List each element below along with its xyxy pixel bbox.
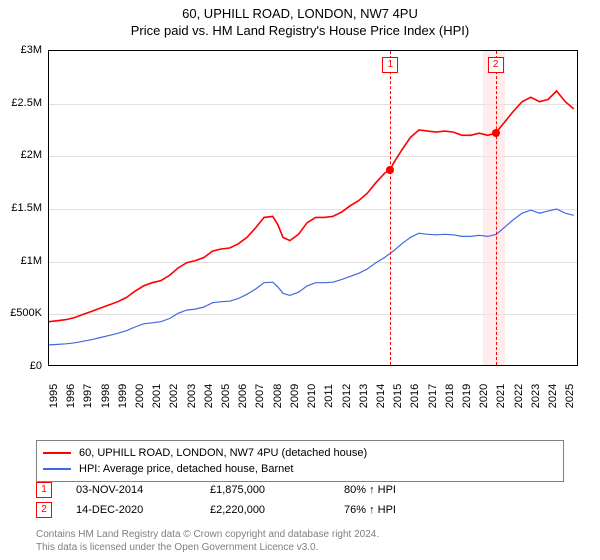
x-tick-label: 2010: [306, 384, 318, 408]
x-tick-label: 2014: [375, 384, 387, 408]
sale-marker-line: [496, 51, 497, 365]
x-tick-label: 1997: [82, 384, 94, 408]
sale-delta: 80% ↑ HPI: [344, 484, 396, 496]
sale-date: 14-DEC-2020: [76, 504, 186, 516]
x-tick-label: 2008: [272, 384, 284, 408]
x-tick-label: 2002: [168, 384, 180, 408]
x-tick-label: 2018: [444, 384, 456, 408]
legend-item: HPI: Average price, detached house, Barn…: [43, 461, 557, 477]
sale-row: 1 03-NOV-2014 £1,875,000 80% ↑ HPI: [36, 480, 564, 500]
chart-subtitle: Price paid vs. HM Land Registry's House …: [0, 21, 600, 38]
sale-marker-dot: [492, 129, 500, 137]
series-svg: [49, 51, 579, 367]
x-tick-label: 2019: [461, 384, 473, 408]
footer-line-1: Contains HM Land Registry data © Crown c…: [36, 528, 379, 541]
x-tick-label: 2025: [564, 384, 576, 408]
x-tick-label: 2023: [530, 384, 542, 408]
x-tick-label: 2012: [341, 384, 353, 408]
legend-swatch: [43, 468, 71, 470]
sales-table: 1 03-NOV-2014 £1,875,000 80% ↑ HPI 2 14-DEC-2…: [36, 480, 564, 520]
sale-marker-line: [390, 51, 391, 365]
footer-line-2: This data is licensed under the Open Gov…: [36, 541, 379, 554]
chart-container: 60, UPHILL ROAD, LONDON, NW7 4PU Price p…: [0, 0, 600, 560]
sale-marker-box: 2: [488, 57, 504, 73]
x-tick-label: 2001: [151, 384, 163, 408]
sale-price: £2,220,000: [210, 504, 320, 516]
sale-marker-box: 1: [382, 57, 398, 73]
x-tick-label: 2000: [134, 384, 146, 408]
x-tick-label: 2015: [392, 384, 404, 408]
y-tick-label: £2.5M: [0, 97, 42, 109]
sale-date: 03-NOV-2014: [76, 484, 186, 496]
x-tick-label: 2022: [513, 384, 525, 408]
y-tick-label: £500K: [0, 307, 42, 319]
plot-area: 12: [48, 50, 578, 366]
x-tick-label: 2009: [289, 384, 301, 408]
x-tick-label: 2005: [220, 384, 232, 408]
chart-area: 12 £0£500K£1M£1.5M£2M£2.5M£3M 1995199619…: [0, 44, 600, 414]
x-tick-label: 2021: [495, 384, 507, 408]
x-tick-label: 2024: [547, 384, 559, 408]
y-tick-label: £2M: [0, 149, 42, 161]
x-tick-label: 2013: [358, 384, 370, 408]
x-tick-label: 1998: [100, 384, 112, 408]
x-tick-label: 1999: [117, 384, 129, 408]
legend: 60, UPHILL ROAD, LONDON, NW7 4PU (detach…: [36, 440, 564, 482]
legend-item: 60, UPHILL ROAD, LONDON, NW7 4PU (detach…: [43, 445, 557, 461]
x-tick-label: 2017: [427, 384, 439, 408]
legend-label: 60, UPHILL ROAD, LONDON, NW7 4PU (detach…: [79, 447, 367, 459]
y-tick-label: £3M: [0, 44, 42, 56]
legend-swatch: [43, 452, 71, 454]
x-tick-label: 2006: [237, 384, 249, 408]
x-tick-label: 2020: [478, 384, 490, 408]
x-tick-label: 2003: [186, 384, 198, 408]
y-tick-label: £1M: [0, 255, 42, 267]
sale-row: 2 14-DEC-2020 £2,220,000 76% ↑ HPI: [36, 500, 564, 520]
sale-price: £1,875,000: [210, 484, 320, 496]
x-tick-label: 2011: [323, 384, 335, 408]
chart-title: 60, UPHILL ROAD, LONDON, NW7 4PU: [0, 0, 600, 21]
x-tick-label: 2016: [409, 384, 421, 408]
y-tick-label: £0: [0, 360, 42, 372]
legend-label: HPI: Average price, detached house, Barn…: [79, 463, 293, 475]
y-tick-label: £1.5M: [0, 202, 42, 214]
x-tick-label: 1995: [48, 384, 60, 408]
x-tick-label: 1996: [65, 384, 77, 408]
sale-delta: 76% ↑ HPI: [344, 504, 396, 516]
sale-marker-dot: [386, 166, 394, 174]
x-tick-label: 2004: [203, 384, 215, 408]
sale-index-box: 1: [36, 482, 52, 498]
sale-index-box: 2: [36, 502, 52, 518]
x-tick-label: 2007: [254, 384, 266, 408]
footer-attribution: Contains HM Land Registry data © Crown c…: [36, 528, 379, 554]
